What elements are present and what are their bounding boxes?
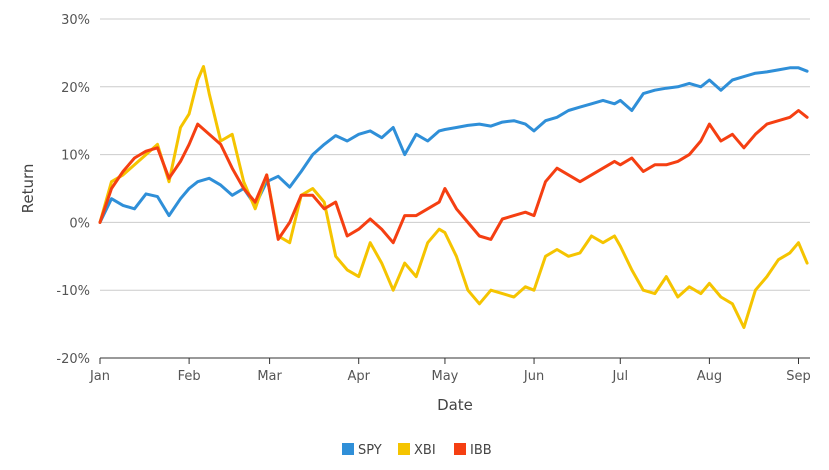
legend-swatch [342, 443, 354, 455]
x-axis-title: Date [437, 396, 473, 414]
x-tick-label: Sep [786, 369, 811, 384]
x-tick-label: Jan [89, 369, 110, 384]
x-tick-label: Jul [611, 369, 628, 384]
y-tick-label: -20% [56, 352, 90, 367]
x-tick-label: Jun [523, 369, 544, 384]
legend-label: XBI [414, 443, 436, 458]
series-lines [98, 65, 809, 329]
legend-label: SPY [358, 443, 382, 458]
legend-label: IBB [470, 443, 492, 458]
y-tick-label: 0% [69, 216, 90, 231]
legend-swatch [454, 443, 466, 455]
x-tick-label: Feb [178, 369, 201, 384]
series-line-xbi [98, 65, 809, 329]
y-axis-title: Return [19, 164, 37, 214]
y-tick-label: 30% [61, 13, 90, 28]
legend-item-xbi[interactable]: XBI [398, 443, 436, 458]
x-axis-ticks: Jan Feb Mar Apr May Jun Jul Aug Sep [89, 358, 811, 384]
x-tick-label: Aug [697, 369, 722, 384]
x-tick-label: Apr [347, 369, 370, 384]
y-tick-label: -10% [56, 284, 90, 299]
legend-swatch [398, 443, 410, 455]
y-axis-ticks: -20% -10% 0% 10% 20% 30% [56, 13, 90, 367]
legend-item-spy[interactable]: SPY [342, 443, 382, 458]
gridlines [100, 18, 810, 291]
legend: SPY XBI IBB [342, 443, 492, 458]
x-tick-label: May [431, 369, 458, 384]
x-tick-label: Mar [257, 369, 282, 384]
series-line-spy [98, 66, 809, 224]
y-tick-label: 20% [61, 81, 90, 96]
y-tick-label: 10% [61, 149, 90, 164]
legend-item-ibb[interactable]: IBB [454, 443, 492, 458]
series-line-ibb [98, 109, 809, 245]
